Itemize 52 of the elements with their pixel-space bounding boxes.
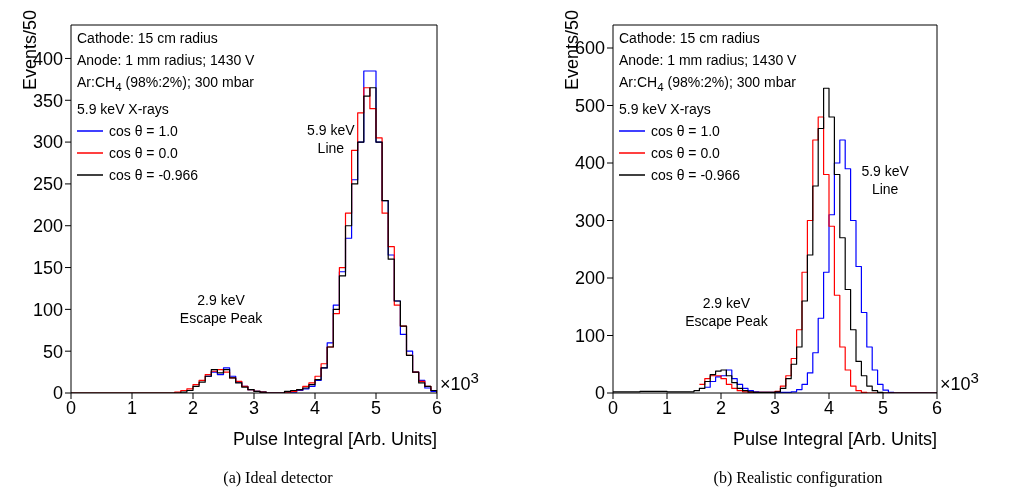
y-tick-label: 100 [574, 325, 605, 346]
x-tick-label: 3 [769, 397, 781, 418]
x-tick-label: 0 [607, 397, 619, 418]
annotation: 5.9 keV Line [307, 121, 355, 158]
x-tick-label: 1 [661, 397, 673, 418]
y-tick-label: 500 [574, 95, 605, 116]
x-tick-label: 5 [370, 397, 382, 418]
legend-label: cos θ = 1.0 [109, 121, 178, 141]
y-tick-label: 0 [594, 383, 605, 404]
x-tick-label: 4 [309, 397, 321, 418]
annotation: 5.9 keV Line [861, 161, 909, 198]
y-tick-label: 350 [32, 90, 63, 111]
x-tick-label: 6 [431, 397, 443, 418]
legend-label: cos θ = 0.0 [651, 143, 720, 163]
x-tick-label: 6 [931, 397, 943, 418]
x-tick-label: 4 [823, 397, 835, 418]
annotation: Anode: 1 mm radius; 1430 V [77, 51, 255, 70]
annotation: Cathode: 15 cm radius [77, 29, 219, 48]
legend-label: cos θ = 0.0 [109, 143, 178, 163]
y-tick-label: 250 [32, 174, 63, 195]
y-tick-label: 100 [32, 299, 63, 320]
annotation: 2.9 keV Escape Peak [179, 290, 263, 327]
x-tick-label: 2 [715, 397, 727, 418]
annotation: Anode: 1 mm radius; 1430 V [619, 51, 797, 70]
y-tick-label: 0 [52, 383, 63, 404]
legend-label: cos θ = 1.0 [651, 121, 720, 141]
y-tick-label: 400 [574, 153, 605, 174]
legend-title: 5.9 keV X-rays [77, 99, 170, 119]
y-tick-label: 200 [574, 268, 605, 289]
annotation: Ar:CH$_{4}$ (98%:2%); 300 mbar [77, 73, 255, 95]
x-tick-label: 5 [877, 397, 889, 418]
text: (a) Ideal detector [222, 469, 334, 487]
x-tick-label: 1 [126, 397, 138, 418]
y-tick-label: 300 [574, 210, 605, 231]
annotation: 2.9 keV Escape Peak [685, 294, 768, 331]
y-tick-label: 150 [32, 257, 63, 278]
text: (b) Realistic configuration [712, 469, 884, 487]
x-tick-label: 3 [248, 397, 260, 418]
x-axis-title: Pulse Integral [Arb. Units] [232, 429, 437, 449]
y-tick-label: 50 [42, 341, 63, 362]
legend-title: 5.9 keV X-rays [619, 99, 712, 119]
annotation: Cathode: 15 cm radius [619, 29, 761, 48]
x-tick-label: 2 [187, 397, 199, 418]
y-tick-label: 200 [32, 216, 63, 237]
legend-label: cos θ = -0.966 [109, 165, 199, 185]
text: ×10$^{3}$ [940, 369, 979, 395]
y-tick-label: 300 [32, 132, 63, 153]
text: ×10$^{3}$ [440, 369, 479, 395]
legend-label: cos θ = -0.966 [651, 165, 741, 185]
x-axis-title: Pulse Integral [Arb. Units] [732, 429, 937, 449]
annotation: Ar:CH$_{4}$ (98%:2%); 300 mbar [619, 73, 797, 95]
x-tick-label: 0 [65, 397, 77, 418]
